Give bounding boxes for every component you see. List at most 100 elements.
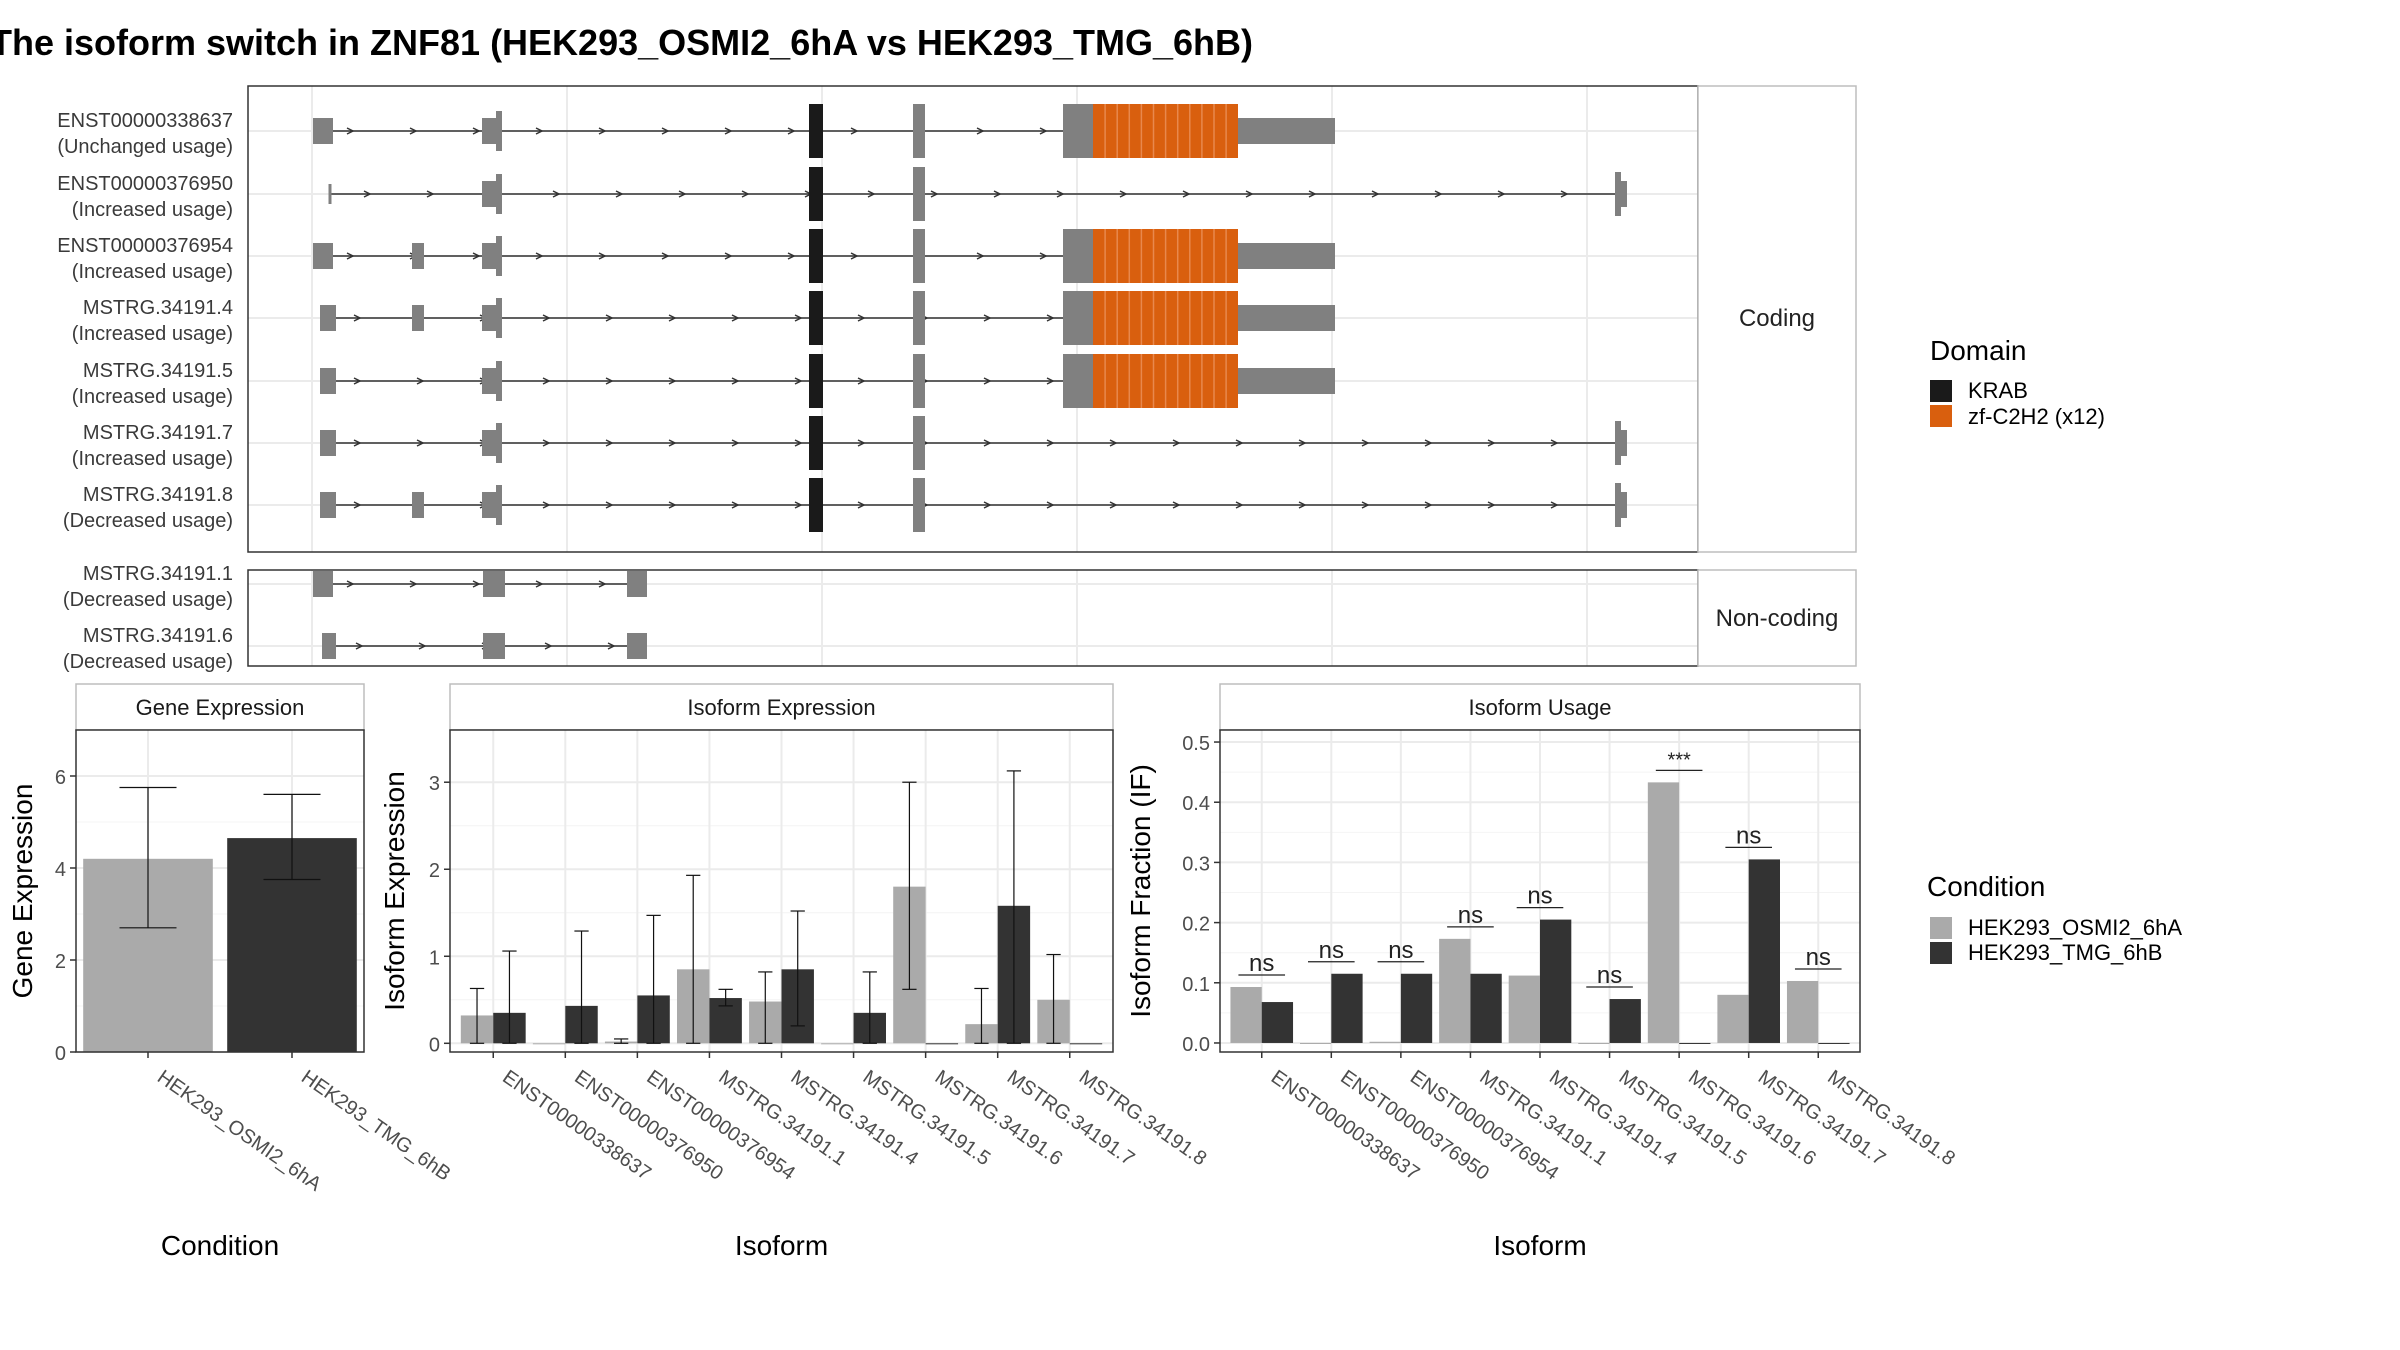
exon xyxy=(913,229,925,283)
direction-arrow xyxy=(353,377,362,385)
exon xyxy=(322,633,336,659)
direction-arrow xyxy=(1172,439,1181,447)
direction-arrow xyxy=(787,127,796,135)
transcript-usage-label: (Decreased usage) xyxy=(63,651,233,673)
direction-arrow xyxy=(472,252,481,260)
exon xyxy=(320,430,336,456)
direction-arrow xyxy=(724,127,733,135)
direction-arrow xyxy=(1235,501,1244,509)
exon xyxy=(913,291,925,345)
y-axis-title: Isoform Fraction (IF) xyxy=(1125,764,1156,1018)
data-bar xyxy=(1230,986,1262,1043)
direction-arrow xyxy=(1308,190,1317,198)
direction-arrow xyxy=(552,190,561,198)
x-tick-label: MSTRG.34191.8 xyxy=(1075,1066,1211,1170)
condition-legend: Condition HEK293_OSMI2_6hA HEK293_TMG_6h… xyxy=(1927,871,2182,965)
x-tick-label: MSTRG.34191.6 xyxy=(931,1066,1067,1170)
x-tick-label: MSTRG.34191.8 xyxy=(1823,1066,1959,1170)
cond1-legend-label: HEK293_OSMI2_6hA xyxy=(1968,915,2182,940)
domain-legend: Domain KRAB zf-C2H2 (x12) xyxy=(1930,335,2105,429)
exon xyxy=(913,167,925,221)
domain-legend-title: Domain xyxy=(1930,335,2026,366)
significance-label: ns xyxy=(1597,962,1622,989)
transcript-id-label: MSTRG.34191.6 xyxy=(83,625,233,647)
significance-label: ns xyxy=(1458,902,1483,929)
utr-exon xyxy=(1238,243,1335,269)
direction-arrow xyxy=(1560,190,1569,198)
coding-structure-panel: ENST00000338637 (Unchanged usage) ENST0000… xyxy=(57,85,1699,553)
exon xyxy=(313,243,333,269)
transcript-model xyxy=(322,633,647,659)
exon xyxy=(913,104,925,158)
direction-arrow xyxy=(850,127,859,135)
exon xyxy=(1063,291,1093,345)
direction-arrow xyxy=(542,377,551,385)
data-bar xyxy=(1400,973,1433,1043)
krab-legend-key xyxy=(1930,380,1952,402)
direction-arrow xyxy=(993,190,1002,198)
transcript-id-label: ENST00000376954 xyxy=(57,235,233,257)
direction-arrow xyxy=(1039,127,1048,135)
y-tick-label: 0 xyxy=(429,1034,440,1056)
data-bar xyxy=(1470,973,1502,1043)
direction-arrow xyxy=(605,377,614,385)
direction-arrow xyxy=(542,314,551,322)
exon xyxy=(913,354,925,408)
coding-facet-label: Coding xyxy=(1739,305,1815,332)
transcript-model xyxy=(320,416,1627,470)
direction-arrow xyxy=(661,252,670,260)
direction-arrow xyxy=(857,314,866,322)
transcript-usage-label: (Increased usage) xyxy=(72,199,233,221)
direction-arrow xyxy=(426,190,435,198)
direction-arrow xyxy=(1298,501,1307,509)
y-tick-label: 0 xyxy=(55,1043,66,1065)
krab-domain-exon xyxy=(809,229,823,283)
direction-arrow xyxy=(598,252,607,260)
transcript-model xyxy=(313,571,647,597)
direction-arrow xyxy=(1245,190,1254,198)
y-axis-title: Gene Expression xyxy=(7,784,38,999)
krab-domain-exon xyxy=(809,167,823,221)
transcript-usage-label: (Increased usage) xyxy=(72,386,233,408)
direction-arrow xyxy=(1550,439,1559,447)
exon xyxy=(320,305,336,331)
transcript-model xyxy=(313,104,1335,158)
noncoding-facet-label: Non-coding xyxy=(1716,605,1839,632)
direction-arrow xyxy=(668,439,677,447)
direction-arrow xyxy=(472,127,481,135)
x-tick-label: MSTRG.34191.5 xyxy=(1615,1066,1751,1170)
noncoding-facet-strip xyxy=(1697,569,1857,667)
direction-arrow xyxy=(1550,501,1559,509)
x-tick-label: MSTRG.34191.6 xyxy=(1684,1066,1820,1170)
cond1-legend-key xyxy=(1930,917,1952,939)
direction-arrow xyxy=(731,501,740,509)
direction-arrow xyxy=(418,642,427,650)
direction-arrow xyxy=(1109,439,1118,447)
direction-arrow xyxy=(794,314,803,322)
exon xyxy=(627,633,647,659)
data-bar xyxy=(1369,1041,1401,1043)
y-tick-label: 0.0 xyxy=(1182,1034,1210,1056)
transcript-id-label: ENST00000338637 xyxy=(57,110,233,132)
direction-arrow xyxy=(794,439,803,447)
direction-arrow xyxy=(1046,314,1055,322)
x-tick-label: MSTRG.34191.4 xyxy=(1545,1066,1681,1170)
direction-arrow xyxy=(1109,501,1118,509)
data-bar xyxy=(1818,1042,1850,1044)
direction-arrow xyxy=(850,252,859,260)
data-bar xyxy=(1717,994,1749,1043)
x-tick-label: MSTRG.34191.5 xyxy=(859,1066,995,1170)
significance-label: ns xyxy=(1319,937,1344,964)
direction-arrow xyxy=(857,377,866,385)
direction-arrow xyxy=(353,501,362,509)
y-tick-label: 0.4 xyxy=(1182,793,1210,815)
utr-exon xyxy=(1238,305,1335,331)
y-tick-label: 2 xyxy=(55,951,66,973)
transcript-usage-label: (Increased usage) xyxy=(72,323,233,345)
data-bar xyxy=(1300,1042,1332,1044)
exon xyxy=(496,485,502,525)
direction-arrow xyxy=(598,580,607,588)
direction-arrow xyxy=(535,580,544,588)
significance-label: ns xyxy=(1249,950,1274,977)
transcript-id-label: MSTRG.34191.4 xyxy=(83,297,233,319)
